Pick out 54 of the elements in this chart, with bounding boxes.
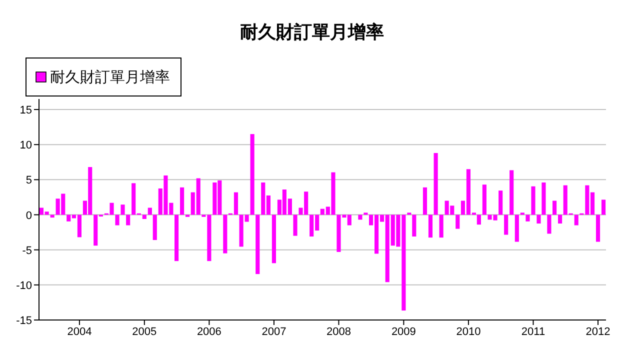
bar — [552, 200, 557, 215]
bar — [250, 134, 254, 215]
bar — [514, 214, 519, 242]
bar — [272, 214, 276, 264]
bar — [498, 190, 503, 215]
y-tick-label: 5 — [26, 174, 32, 187]
bar — [428, 214, 433, 238]
bar — [542, 182, 546, 215]
x-tick-label: 2007 — [262, 326, 286, 338]
bar — [531, 186, 536, 215]
y-tick-label: 10 — [20, 140, 32, 152]
bar — [574, 214, 578, 226]
bar — [180, 187, 184, 215]
x-tick-label: 2004 — [67, 326, 92, 338]
x-tick-label: 2005 — [132, 326, 157, 338]
bar — [223, 214, 228, 254]
bar — [536, 214, 541, 224]
bar — [434, 153, 438, 215]
x-tick-label: 2009 — [391, 326, 416, 338]
y-tick-label: -5 — [22, 244, 32, 257]
bar — [547, 214, 552, 234]
bar — [596, 214, 600, 242]
bar — [558, 214, 562, 224]
bar — [148, 208, 152, 215]
bar — [482, 184, 486, 215]
bar — [152, 214, 157, 240]
bar — [526, 214, 530, 222]
x-tick-label: 2008 — [326, 326, 351, 338]
bar — [422, 187, 428, 215]
y-tick-label: -10 — [16, 280, 32, 292]
x-tick-label: 2011 — [521, 326, 546, 338]
bar — [142, 214, 146, 219]
bar — [456, 214, 460, 229]
bar — [358, 214, 362, 220]
y-tick-label: 15 — [20, 104, 32, 117]
bar — [256, 214, 260, 274]
bar — [510, 170, 514, 215]
y-tick-label: 0 — [26, 210, 32, 222]
x-tick-label: 2010 — [456, 326, 481, 338]
y-tick-label: -15 — [16, 315, 32, 327]
bar — [126, 214, 130, 226]
bar — [293, 214, 298, 236]
bar — [174, 214, 179, 262]
bar — [504, 214, 508, 235]
legend-label: 耐久財訂單月增率 — [50, 69, 170, 86]
bar — [412, 214, 416, 237]
x-tick-label: 2012 — [586, 326, 610, 338]
bar — [120, 204, 125, 215]
x-tick-label: 2006 — [196, 326, 222, 338]
bar — [601, 200, 606, 215]
bar — [115, 214, 120, 226]
bar — [439, 214, 444, 238]
bar — [476, 214, 481, 225]
chart-title: 耐久財訂單月增率 — [240, 22, 384, 42]
